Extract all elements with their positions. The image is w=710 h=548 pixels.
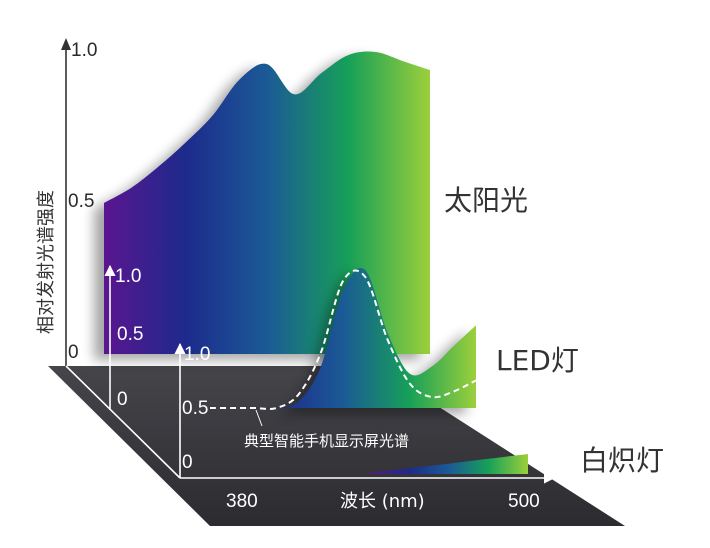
series-areas — [94, 51, 528, 474]
floor-axis-diagonal — [65, 365, 181, 479]
series-area-led — [210, 267, 476, 409]
y-tick-sun-0: 0 — [68, 342, 79, 363]
annotation-text: 典型智能手机显示屏光谱 — [244, 432, 409, 450]
axes — [61, 38, 556, 484]
xlabel: 波长 (nm) — [340, 491, 425, 512]
series-line-phone-display — [210, 269, 477, 411]
y-tick-inc-1: 1.0 — [184, 344, 210, 365]
series-label-incandescent: 白炽灯 — [580, 444, 664, 477]
y-tick-led-0: 0 — [117, 389, 128, 410]
ylabel: 相对发射光谱强度 — [36, 190, 57, 334]
y-tick-sun-05: 0.5 — [68, 191, 94, 212]
floor-plane — [48, 366, 625, 526]
y-axis-sunlight-arrow — [61, 38, 71, 50]
series-label-led: LED灯 — [496, 344, 579, 377]
y-tick-inc-0: 0 — [182, 452, 193, 473]
series-area-sunlight — [104, 51, 430, 354]
y-tick-sun-1: 1.0 — [71, 40, 97, 61]
y-tick-led-05: 0.5 — [117, 324, 143, 345]
annotation-leader — [255, 409, 263, 427]
series-label-sunlight: 太阳光 — [444, 184, 528, 217]
x-tick-label-max: 500 — [508, 491, 540, 512]
y-tick-inc-05: 0.5 — [182, 398, 208, 419]
y-tick-led-1: 1.0 — [115, 266, 141, 287]
series-area-incandescent — [370, 454, 528, 474]
x-tick-label-min: 380 — [226, 491, 258, 512]
